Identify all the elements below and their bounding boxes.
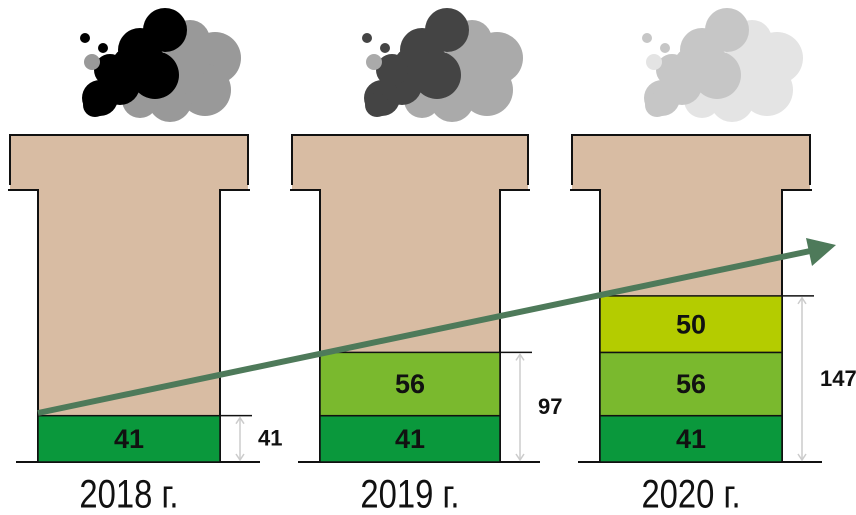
smoke-puff: [660, 43, 670, 53]
overlay: 2018 г. 41 2019 г. 97 2020 г. 147: [37, 238, 856, 515]
chimney-outline: [8, 134, 250, 462]
bracket-arrow: [515, 353, 525, 462]
total-label: 97: [538, 394, 562, 419]
total-label: 147: [820, 366, 856, 391]
smoke-puff: [83, 93, 107, 117]
smoke-puff: [642, 33, 652, 43]
value-label: 50: [676, 309, 706, 339]
bar-segment: [37, 414, 221, 463]
bracket-arrow: [235, 416, 245, 462]
value-label: 56: [395, 369, 425, 399]
smoke-puff: [80, 33, 90, 43]
bracket-arrow: [797, 296, 807, 462]
x-tick-label: 2018 г.: [79, 471, 178, 515]
smoke-puff: [376, 54, 408, 86]
smoke-puff: [366, 54, 382, 70]
smoke-puff: [98, 43, 108, 53]
smoke-puff: [380, 43, 390, 53]
smoke-puff: [94, 54, 126, 86]
value-label: 41: [676, 424, 706, 454]
trend-arrowhead: [806, 238, 836, 266]
smoke-puff: [362, 33, 372, 43]
bar-segment: [599, 351, 783, 417]
smoke-puff: [656, 54, 688, 86]
value-label: 41: [395, 424, 425, 454]
value-label: 56: [676, 369, 706, 399]
bar-segment: [599, 414, 783, 463]
trend-arrow: [37, 247, 816, 416]
total-label: 41: [258, 426, 282, 451]
x-tick-label: 2019 г.: [360, 471, 459, 515]
smoke-puff: [646, 54, 662, 70]
smoke-puff: [84, 54, 100, 70]
bar-segment: [599, 295, 783, 354]
x-tick-label: 2020 г.: [641, 471, 740, 515]
bar-segment: [319, 351, 501, 417]
bar-segment: [319, 414, 501, 463]
smoke-puff: [365, 93, 389, 117]
value-label: 41: [114, 424, 144, 454]
bars: 41 41 56 41 56 50: [37, 295, 814, 463]
smoke-puff: [645, 93, 669, 117]
smoke: [80, 8, 803, 122]
